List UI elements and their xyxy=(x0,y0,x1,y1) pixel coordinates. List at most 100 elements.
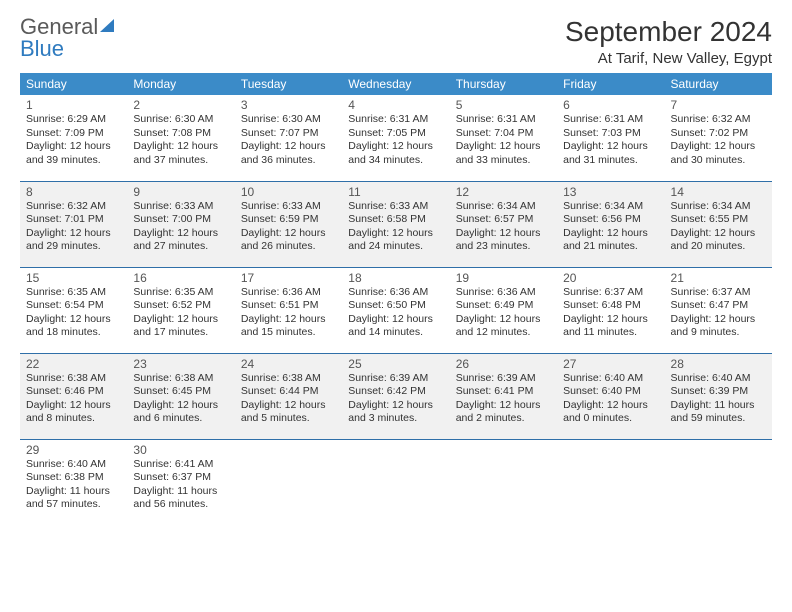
day-cell: 23Sunrise: 6:38 AMSunset: 6:45 PMDayligh… xyxy=(127,353,234,439)
week-row: 1Sunrise: 6:29 AMSunset: 7:09 PMDaylight… xyxy=(20,95,772,181)
day-details: Sunrise: 6:40 AMSunset: 6:38 PMDaylight:… xyxy=(26,458,121,513)
day-cell: 20Sunrise: 6:37 AMSunset: 6:48 PMDayligh… xyxy=(557,267,664,353)
day-cell: 21Sunrise: 6:37 AMSunset: 6:47 PMDayligh… xyxy=(665,267,772,353)
day-number: 20 xyxy=(563,271,658,285)
day-cell: 14Sunrise: 6:34 AMSunset: 6:55 PMDayligh… xyxy=(665,181,772,267)
day-cell: 27Sunrise: 6:40 AMSunset: 6:40 PMDayligh… xyxy=(557,353,664,439)
day-cell: 30Sunrise: 6:41 AMSunset: 6:37 PMDayligh… xyxy=(127,439,234,525)
day-details: Sunrise: 6:29 AMSunset: 7:09 PMDaylight:… xyxy=(26,113,121,168)
day-cell: 3Sunrise: 6:30 AMSunset: 7:07 PMDaylight… xyxy=(235,95,342,181)
calendar-body: 1Sunrise: 6:29 AMSunset: 7:09 PMDaylight… xyxy=(20,95,772,525)
day-cell: 18Sunrise: 6:36 AMSunset: 6:50 PMDayligh… xyxy=(342,267,449,353)
day-number: 14 xyxy=(671,185,766,199)
day-number: 2 xyxy=(133,98,228,112)
logo-text-blue: Blue xyxy=(20,38,117,60)
day-number: 16 xyxy=(133,271,228,285)
day-number: 4 xyxy=(348,98,443,112)
day-number: 8 xyxy=(26,185,121,199)
day-cell: 1Sunrise: 6:29 AMSunset: 7:09 PMDaylight… xyxy=(20,95,127,181)
day-cell: 19Sunrise: 6:36 AMSunset: 6:49 PMDayligh… xyxy=(450,267,557,353)
day-details: Sunrise: 6:40 AMSunset: 6:40 PMDaylight:… xyxy=(563,372,658,427)
day-header: Saturday xyxy=(665,73,772,95)
day-details: Sunrise: 6:30 AMSunset: 7:08 PMDaylight:… xyxy=(133,113,228,168)
day-number: 1 xyxy=(26,98,121,112)
day-cell: 10Sunrise: 6:33 AMSunset: 6:59 PMDayligh… xyxy=(235,181,342,267)
day-number: 7 xyxy=(671,98,766,112)
day-cell xyxy=(450,439,557,525)
header: GeneralBlue September 2024 At Tarif, New… xyxy=(20,16,772,67)
day-details: Sunrise: 6:30 AMSunset: 7:07 PMDaylight:… xyxy=(241,113,336,168)
day-cell: 24Sunrise: 6:38 AMSunset: 6:44 PMDayligh… xyxy=(235,353,342,439)
day-details: Sunrise: 6:36 AMSunset: 6:50 PMDaylight:… xyxy=(348,286,443,341)
day-number: 11 xyxy=(348,185,443,199)
day-cell: 2Sunrise: 6:30 AMSunset: 7:08 PMDaylight… xyxy=(127,95,234,181)
day-details: Sunrise: 6:31 AMSunset: 7:04 PMDaylight:… xyxy=(456,113,551,168)
day-header: Tuesday xyxy=(235,73,342,95)
day-header: Friday xyxy=(557,73,664,95)
day-number: 24 xyxy=(241,357,336,371)
day-details: Sunrise: 6:37 AMSunset: 6:47 PMDaylight:… xyxy=(671,286,766,341)
day-cell: 12Sunrise: 6:34 AMSunset: 6:57 PMDayligh… xyxy=(450,181,557,267)
day-cell: 28Sunrise: 6:40 AMSunset: 6:39 PMDayligh… xyxy=(665,353,772,439)
day-cell: 7Sunrise: 6:32 AMSunset: 7:02 PMDaylight… xyxy=(665,95,772,181)
day-number: 27 xyxy=(563,357,658,371)
day-details: Sunrise: 6:31 AMSunset: 7:03 PMDaylight:… xyxy=(563,113,658,168)
calendar-table: Sunday Monday Tuesday Wednesday Thursday… xyxy=(20,73,772,525)
day-header: Monday xyxy=(127,73,234,95)
day-number: 23 xyxy=(133,357,228,371)
day-cell xyxy=(235,439,342,525)
day-header: Wednesday xyxy=(342,73,449,95)
day-details: Sunrise: 6:32 AMSunset: 7:01 PMDaylight:… xyxy=(26,200,121,255)
day-number: 3 xyxy=(241,98,336,112)
day-number: 9 xyxy=(133,185,228,199)
day-details: Sunrise: 6:31 AMSunset: 7:05 PMDaylight:… xyxy=(348,113,443,168)
week-row: 22Sunrise: 6:38 AMSunset: 6:46 PMDayligh… xyxy=(20,353,772,439)
day-details: Sunrise: 6:34 AMSunset: 6:57 PMDaylight:… xyxy=(456,200,551,255)
day-cell: 6Sunrise: 6:31 AMSunset: 7:03 PMDaylight… xyxy=(557,95,664,181)
day-details: Sunrise: 6:33 AMSunset: 7:00 PMDaylight:… xyxy=(133,200,228,255)
day-cell: 16Sunrise: 6:35 AMSunset: 6:52 PMDayligh… xyxy=(127,267,234,353)
day-cell xyxy=(665,439,772,525)
day-cell: 5Sunrise: 6:31 AMSunset: 7:04 PMDaylight… xyxy=(450,95,557,181)
day-number: 15 xyxy=(26,271,121,285)
day-cell: 11Sunrise: 6:33 AMSunset: 6:58 PMDayligh… xyxy=(342,181,449,267)
logo: GeneralBlue xyxy=(20,16,117,60)
logo-sail-icon xyxy=(99,16,117,38)
day-number: 17 xyxy=(241,271,336,285)
day-number: 6 xyxy=(563,98,658,112)
day-cell: 26Sunrise: 6:39 AMSunset: 6:41 PMDayligh… xyxy=(450,353,557,439)
day-details: Sunrise: 6:40 AMSunset: 6:39 PMDaylight:… xyxy=(671,372,766,427)
day-number: 19 xyxy=(456,271,551,285)
week-row: 15Sunrise: 6:35 AMSunset: 6:54 PMDayligh… xyxy=(20,267,772,353)
day-header: Thursday xyxy=(450,73,557,95)
day-details: Sunrise: 6:33 AMSunset: 6:58 PMDaylight:… xyxy=(348,200,443,255)
day-details: Sunrise: 6:32 AMSunset: 7:02 PMDaylight:… xyxy=(671,113,766,168)
day-cell xyxy=(342,439,449,525)
day-number: 25 xyxy=(348,357,443,371)
day-header: Sunday xyxy=(20,73,127,95)
week-row: 8Sunrise: 6:32 AMSunset: 7:01 PMDaylight… xyxy=(20,181,772,267)
day-cell: 22Sunrise: 6:38 AMSunset: 6:46 PMDayligh… xyxy=(20,353,127,439)
week-row: 29Sunrise: 6:40 AMSunset: 6:38 PMDayligh… xyxy=(20,439,772,525)
day-number: 30 xyxy=(133,443,228,457)
day-number: 29 xyxy=(26,443,121,457)
day-number: 21 xyxy=(671,271,766,285)
day-details: Sunrise: 6:34 AMSunset: 6:56 PMDaylight:… xyxy=(563,200,658,255)
day-details: Sunrise: 6:36 AMSunset: 6:51 PMDaylight:… xyxy=(241,286,336,341)
day-details: Sunrise: 6:33 AMSunset: 6:59 PMDaylight:… xyxy=(241,200,336,255)
day-cell: 13Sunrise: 6:34 AMSunset: 6:56 PMDayligh… xyxy=(557,181,664,267)
day-details: Sunrise: 6:38 AMSunset: 6:44 PMDaylight:… xyxy=(241,372,336,427)
day-cell: 8Sunrise: 6:32 AMSunset: 7:01 PMDaylight… xyxy=(20,181,127,267)
day-number: 5 xyxy=(456,98,551,112)
day-number: 13 xyxy=(563,185,658,199)
day-details: Sunrise: 6:41 AMSunset: 6:37 PMDaylight:… xyxy=(133,458,228,513)
day-number: 28 xyxy=(671,357,766,371)
day-number: 10 xyxy=(241,185,336,199)
day-number: 22 xyxy=(26,357,121,371)
day-cell: 15Sunrise: 6:35 AMSunset: 6:54 PMDayligh… xyxy=(20,267,127,353)
day-details: Sunrise: 6:38 AMSunset: 6:45 PMDaylight:… xyxy=(133,372,228,427)
day-cell xyxy=(557,439,664,525)
day-cell: 17Sunrise: 6:36 AMSunset: 6:51 PMDayligh… xyxy=(235,267,342,353)
title-block: September 2024 At Tarif, New Valley, Egy… xyxy=(565,16,772,67)
day-details: Sunrise: 6:38 AMSunset: 6:46 PMDaylight:… xyxy=(26,372,121,427)
